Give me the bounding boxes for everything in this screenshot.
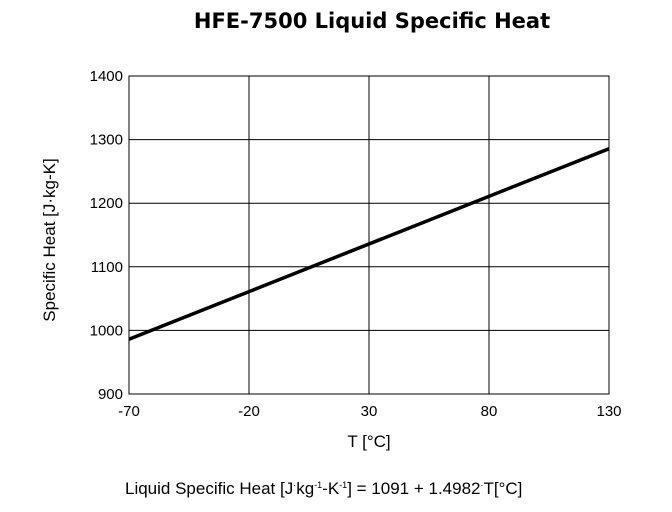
y-tick-label-4: 1300 (90, 132, 123, 149)
formula-unit-b: -K (322, 479, 340, 498)
formula-suffix: ] = 1091 + 1.4982 (347, 479, 481, 498)
y-tick-label-3: 1200 (90, 195, 123, 212)
grid (128, 75, 610, 395)
y-tick-labels: 900 1000 1100 1200 1300 1400 (90, 68, 123, 403)
x-tick-label-1: -20 (238, 403, 260, 420)
formula-unit-a-exp: -1 (314, 480, 323, 490)
y-tick-label-0: 900 (98, 386, 123, 403)
x-tick-label-0: -70 (118, 403, 140, 420)
y-tick-label-5: 1400 (90, 68, 123, 85)
x-axis-label: T [°C] (347, 432, 390, 451)
formula-dot: · (293, 480, 297, 490)
formula-dot-2: · (480, 480, 484, 490)
y-tick-label-2: 1100 (91, 259, 123, 276)
y-axis-label: Specific Heat [J·kg-K] (40, 158, 59, 321)
formula-tail: T[°C] (483, 479, 523, 498)
formula-caption: Liquid Specific Heat [J·kg-1-K-1] = 1091… (125, 479, 522, 499)
chart-title: HFE-7500 Liquid Specific Heat (193, 9, 551, 33)
x-tick-labels: -70 -20 30 80 130 (118, 403, 621, 420)
x-tick-label-2: 30 (361, 403, 378, 420)
y-tick-label-1: 1000 (90, 322, 123, 339)
x-tick-label-4: 130 (596, 403, 621, 420)
formula-unit-a: kg (296, 479, 315, 498)
formula-unit-b-exp: -1 (339, 480, 348, 490)
x-tick-label-3: 80 (481, 403, 498, 420)
series-line (128, 147, 610, 341)
plot-frame (128, 75, 610, 395)
formula-prefix: Liquid Specific Heat [J (125, 479, 294, 498)
